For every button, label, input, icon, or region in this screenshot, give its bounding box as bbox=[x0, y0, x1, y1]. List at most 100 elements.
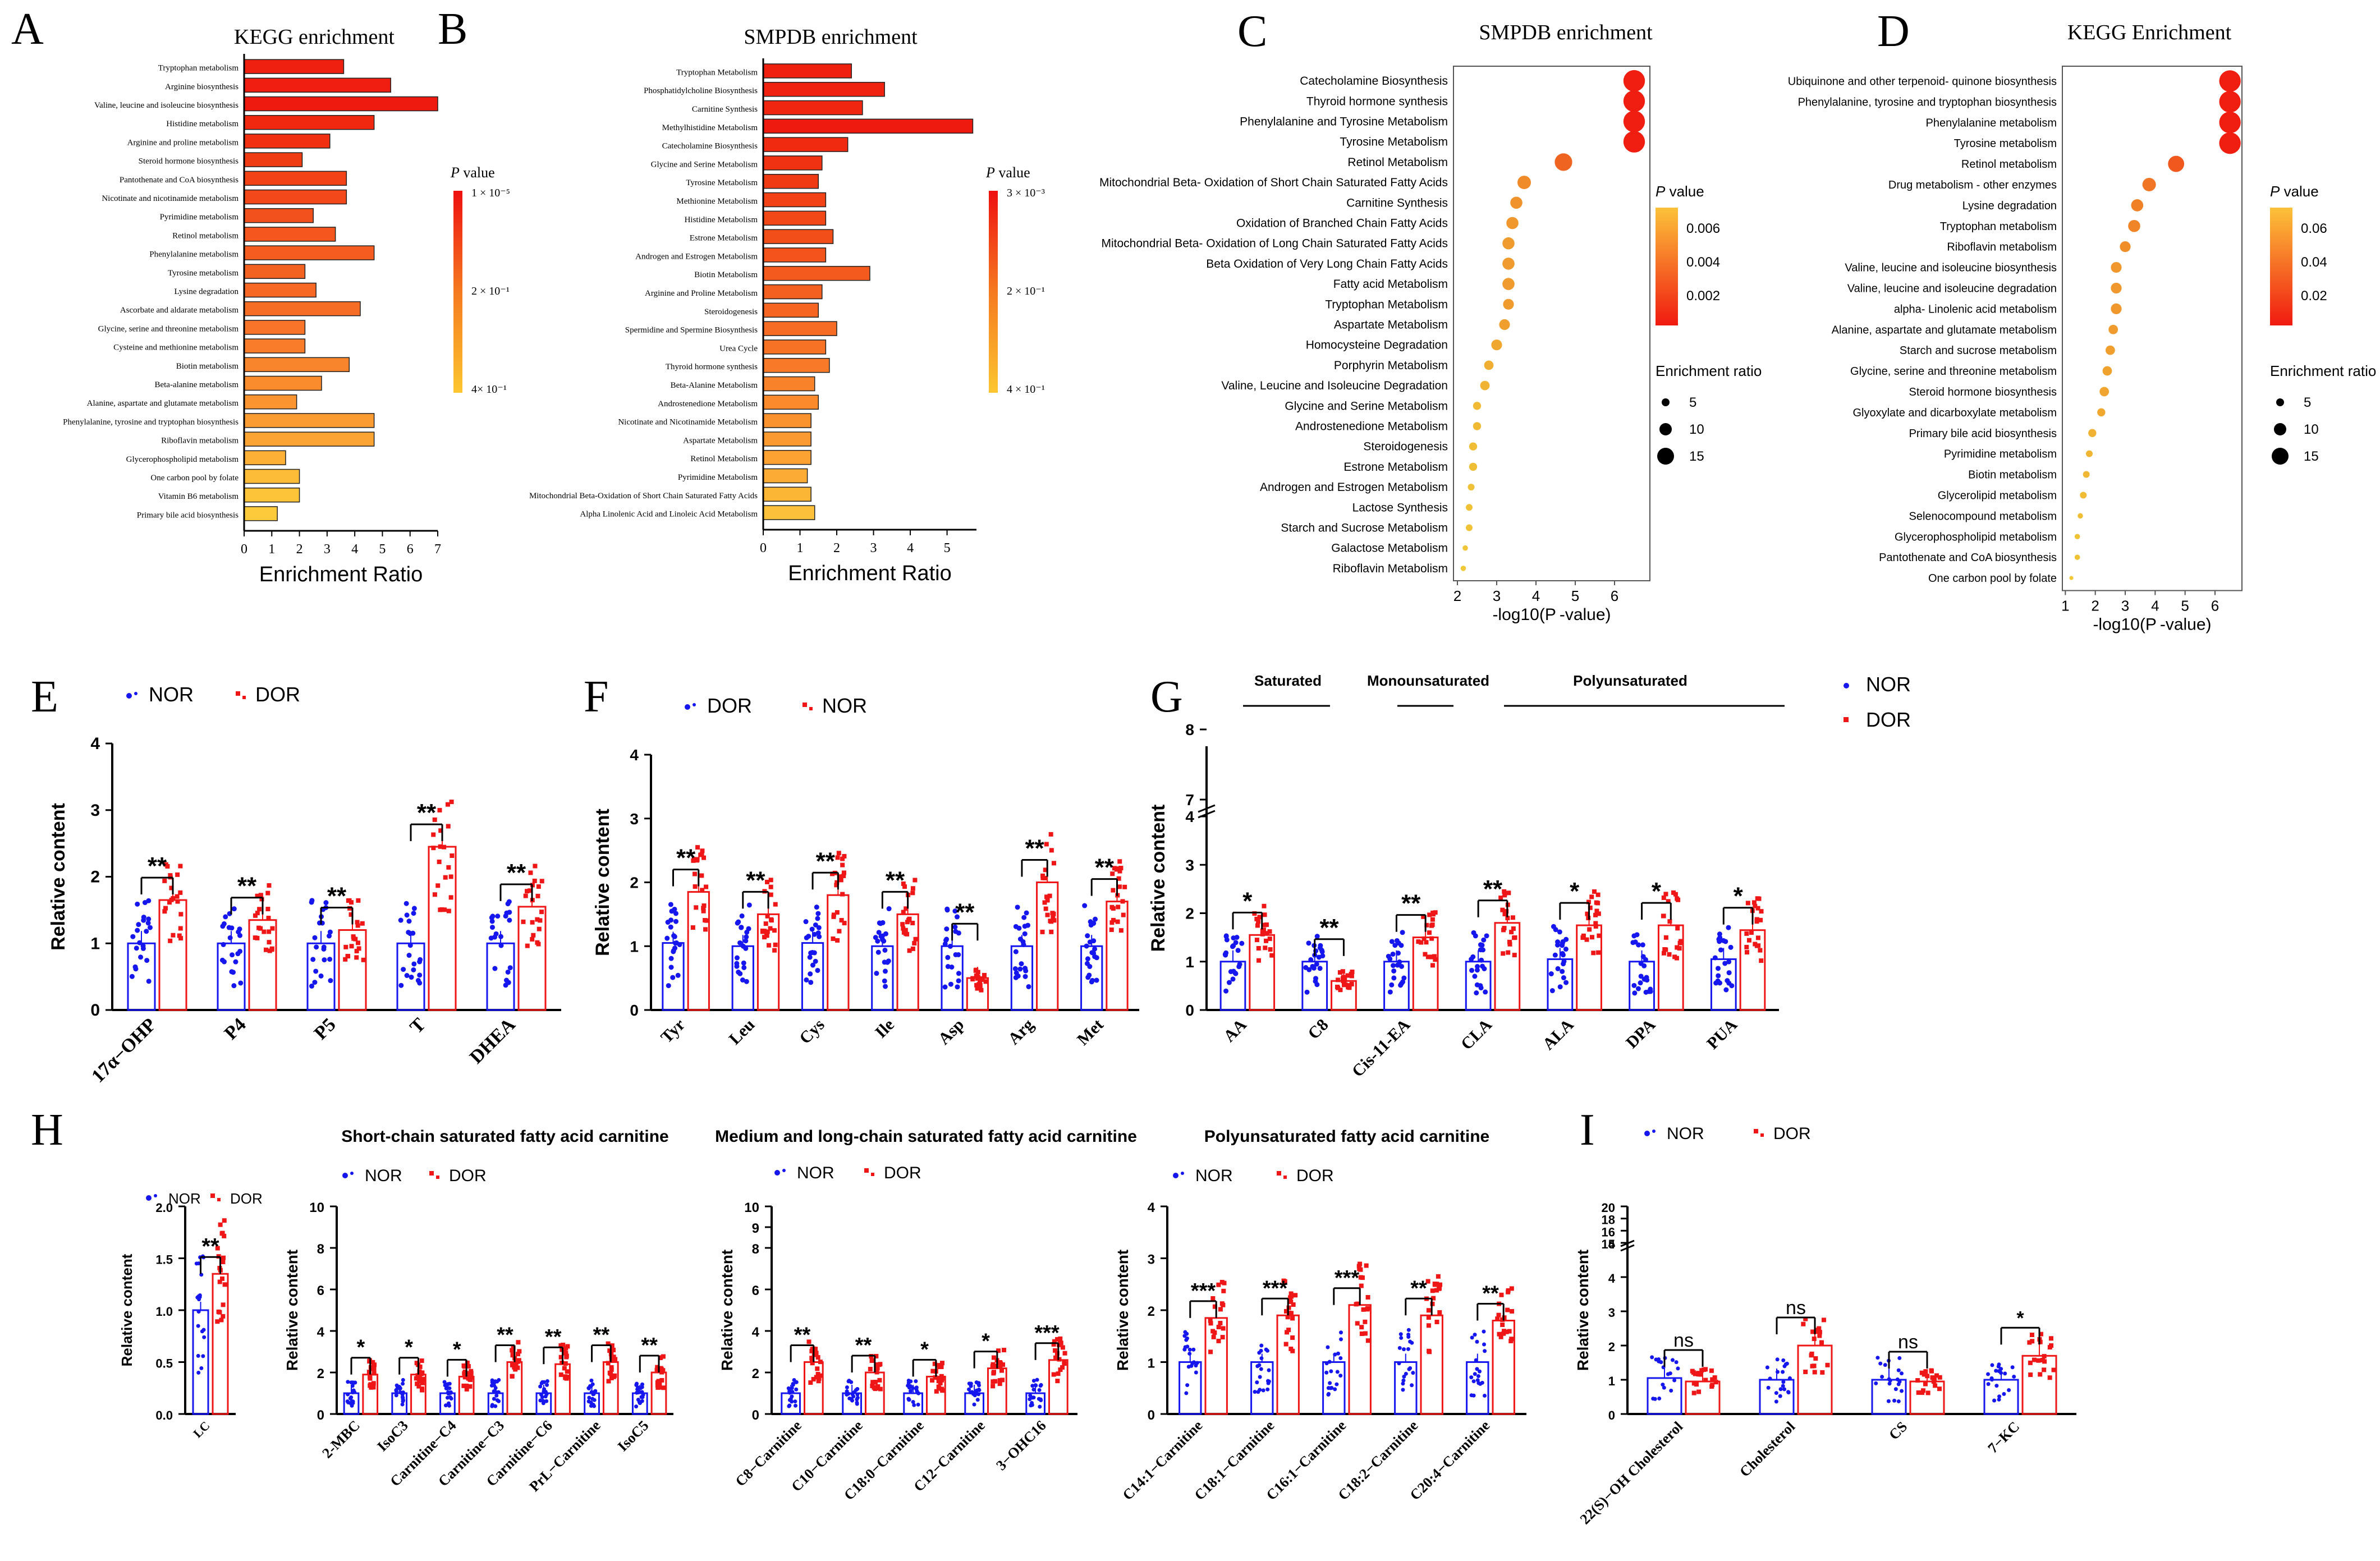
data-point bbox=[1116, 876, 1121, 881]
data-point bbox=[409, 975, 414, 980]
data-point bbox=[1058, 1367, 1063, 1372]
data-point bbox=[394, 1389, 398, 1394]
data-point bbox=[1288, 1300, 1294, 1305]
y-tick-label: 2 bbox=[317, 1366, 324, 1381]
data-point bbox=[1504, 909, 1509, 914]
axis-break bbox=[1620, 1244, 1635, 1252]
data-point bbox=[564, 1376, 569, 1381]
y-tick-label: 6 bbox=[317, 1283, 324, 1298]
data-point bbox=[834, 880, 840, 885]
data-point bbox=[1781, 1370, 1785, 1374]
category-label: Glycine and Serine Metabolism bbox=[651, 160, 758, 169]
data-point bbox=[1661, 1383, 1665, 1387]
data-point bbox=[1661, 951, 1666, 956]
y-tick-label: 2 bbox=[1148, 1304, 1155, 1319]
data-point bbox=[1043, 867, 1048, 873]
y-tick-label: 2 bbox=[90, 868, 100, 887]
data-point bbox=[1923, 1369, 1928, 1374]
category-label: alpha- Linolenic acid metabolism bbox=[1894, 303, 2057, 315]
data-point bbox=[1552, 952, 1558, 958]
bar bbox=[763, 284, 823, 300]
data-point bbox=[1115, 919, 1120, 924]
data-point bbox=[1406, 1347, 1410, 1351]
data-point bbox=[1254, 916, 1259, 921]
data-point bbox=[267, 940, 272, 945]
panel-letter: D bbox=[1877, 7, 1910, 56]
panel-letter: E bbox=[31, 672, 58, 722]
data-point bbox=[811, 1377, 816, 1382]
legend-marker bbox=[782, 1169, 786, 1172]
data-point bbox=[855, 1392, 860, 1397]
data-point bbox=[1589, 935, 1594, 940]
data-point bbox=[845, 1385, 849, 1389]
data-point bbox=[372, 1362, 377, 1367]
data-point bbox=[1026, 984, 1031, 989]
data-point bbox=[1438, 1282, 1443, 1287]
color-scale-bar bbox=[1656, 208, 1678, 325]
data-point bbox=[133, 966, 139, 972]
data-point bbox=[2038, 1339, 2043, 1344]
data-point bbox=[169, 897, 174, 902]
data-point bbox=[231, 906, 237, 912]
data-point bbox=[1051, 1342, 1056, 1347]
data-point bbox=[874, 1353, 879, 1358]
data-point bbox=[665, 920, 671, 925]
data-point bbox=[1269, 953, 1274, 958]
data-point bbox=[1317, 966, 1323, 971]
y-tick-label: 2 bbox=[752, 1366, 759, 1381]
data-point bbox=[1896, 1368, 1901, 1372]
data-point bbox=[1110, 871, 1115, 876]
data-point bbox=[1216, 1324, 1221, 1329]
data-point bbox=[2168, 155, 2185, 172]
y-tick-label: 4 bbox=[317, 1325, 325, 1340]
legend-title-rest: value bbox=[995, 164, 1030, 181]
legend-tick: 10 bbox=[2304, 422, 2319, 437]
data-point bbox=[1365, 1338, 1370, 1343]
data-point bbox=[507, 965, 513, 971]
data-point bbox=[404, 912, 410, 918]
data-point bbox=[1040, 929, 1045, 934]
data-point bbox=[669, 908, 675, 914]
data-point bbox=[504, 910, 510, 916]
data-point bbox=[811, 931, 817, 937]
data-point bbox=[1501, 951, 1506, 956]
y-tick-label: 7 bbox=[1185, 791, 1194, 809]
data-point bbox=[1512, 953, 1517, 958]
category-label: Phenylalanine, tyrosine and tryptophan b… bbox=[1798, 96, 2057, 108]
data-point bbox=[1667, 919, 1672, 924]
bar bbox=[763, 100, 863, 116]
data-point bbox=[1473, 422, 1482, 430]
data-point bbox=[1431, 1296, 1436, 1301]
data-point bbox=[1502, 278, 1515, 290]
category-label: Lactose Synthesis bbox=[1352, 501, 1448, 514]
bar bbox=[763, 118, 974, 134]
data-point bbox=[1397, 959, 1402, 965]
data-point bbox=[1875, 1356, 1880, 1360]
data-point bbox=[494, 1393, 499, 1398]
data-point bbox=[829, 871, 834, 876]
significance-label: * bbox=[453, 1338, 461, 1361]
data-point bbox=[1398, 1332, 1403, 1337]
x-tick-label: Met bbox=[1074, 1016, 1107, 1049]
data-point bbox=[492, 966, 498, 971]
category-label: Carnitine Synthesis bbox=[692, 105, 758, 114]
data-point bbox=[1341, 976, 1346, 981]
data-point bbox=[398, 917, 403, 923]
data-point bbox=[1392, 943, 1398, 948]
data-point bbox=[1416, 939, 1421, 944]
data-point bbox=[1498, 1334, 1503, 1339]
category-label: Androstenedione Metabolism bbox=[658, 400, 758, 408]
group-label: Monounsaturated bbox=[1367, 672, 1489, 689]
data-point bbox=[539, 879, 544, 884]
data-point bbox=[1406, 1335, 1411, 1339]
data-point bbox=[447, 1403, 452, 1408]
data-point bbox=[870, 1383, 875, 1388]
data-point bbox=[1025, 922, 1031, 928]
panel-letter: I bbox=[1580, 1105, 1595, 1155]
data-point bbox=[1921, 1388, 1926, 1393]
category-label: One carbon pool by folate bbox=[1928, 572, 2057, 585]
data-point bbox=[1803, 1369, 1808, 1374]
data-point bbox=[1469, 967, 1475, 973]
data-point bbox=[2038, 1332, 2043, 1337]
data-point bbox=[1114, 867, 1119, 872]
